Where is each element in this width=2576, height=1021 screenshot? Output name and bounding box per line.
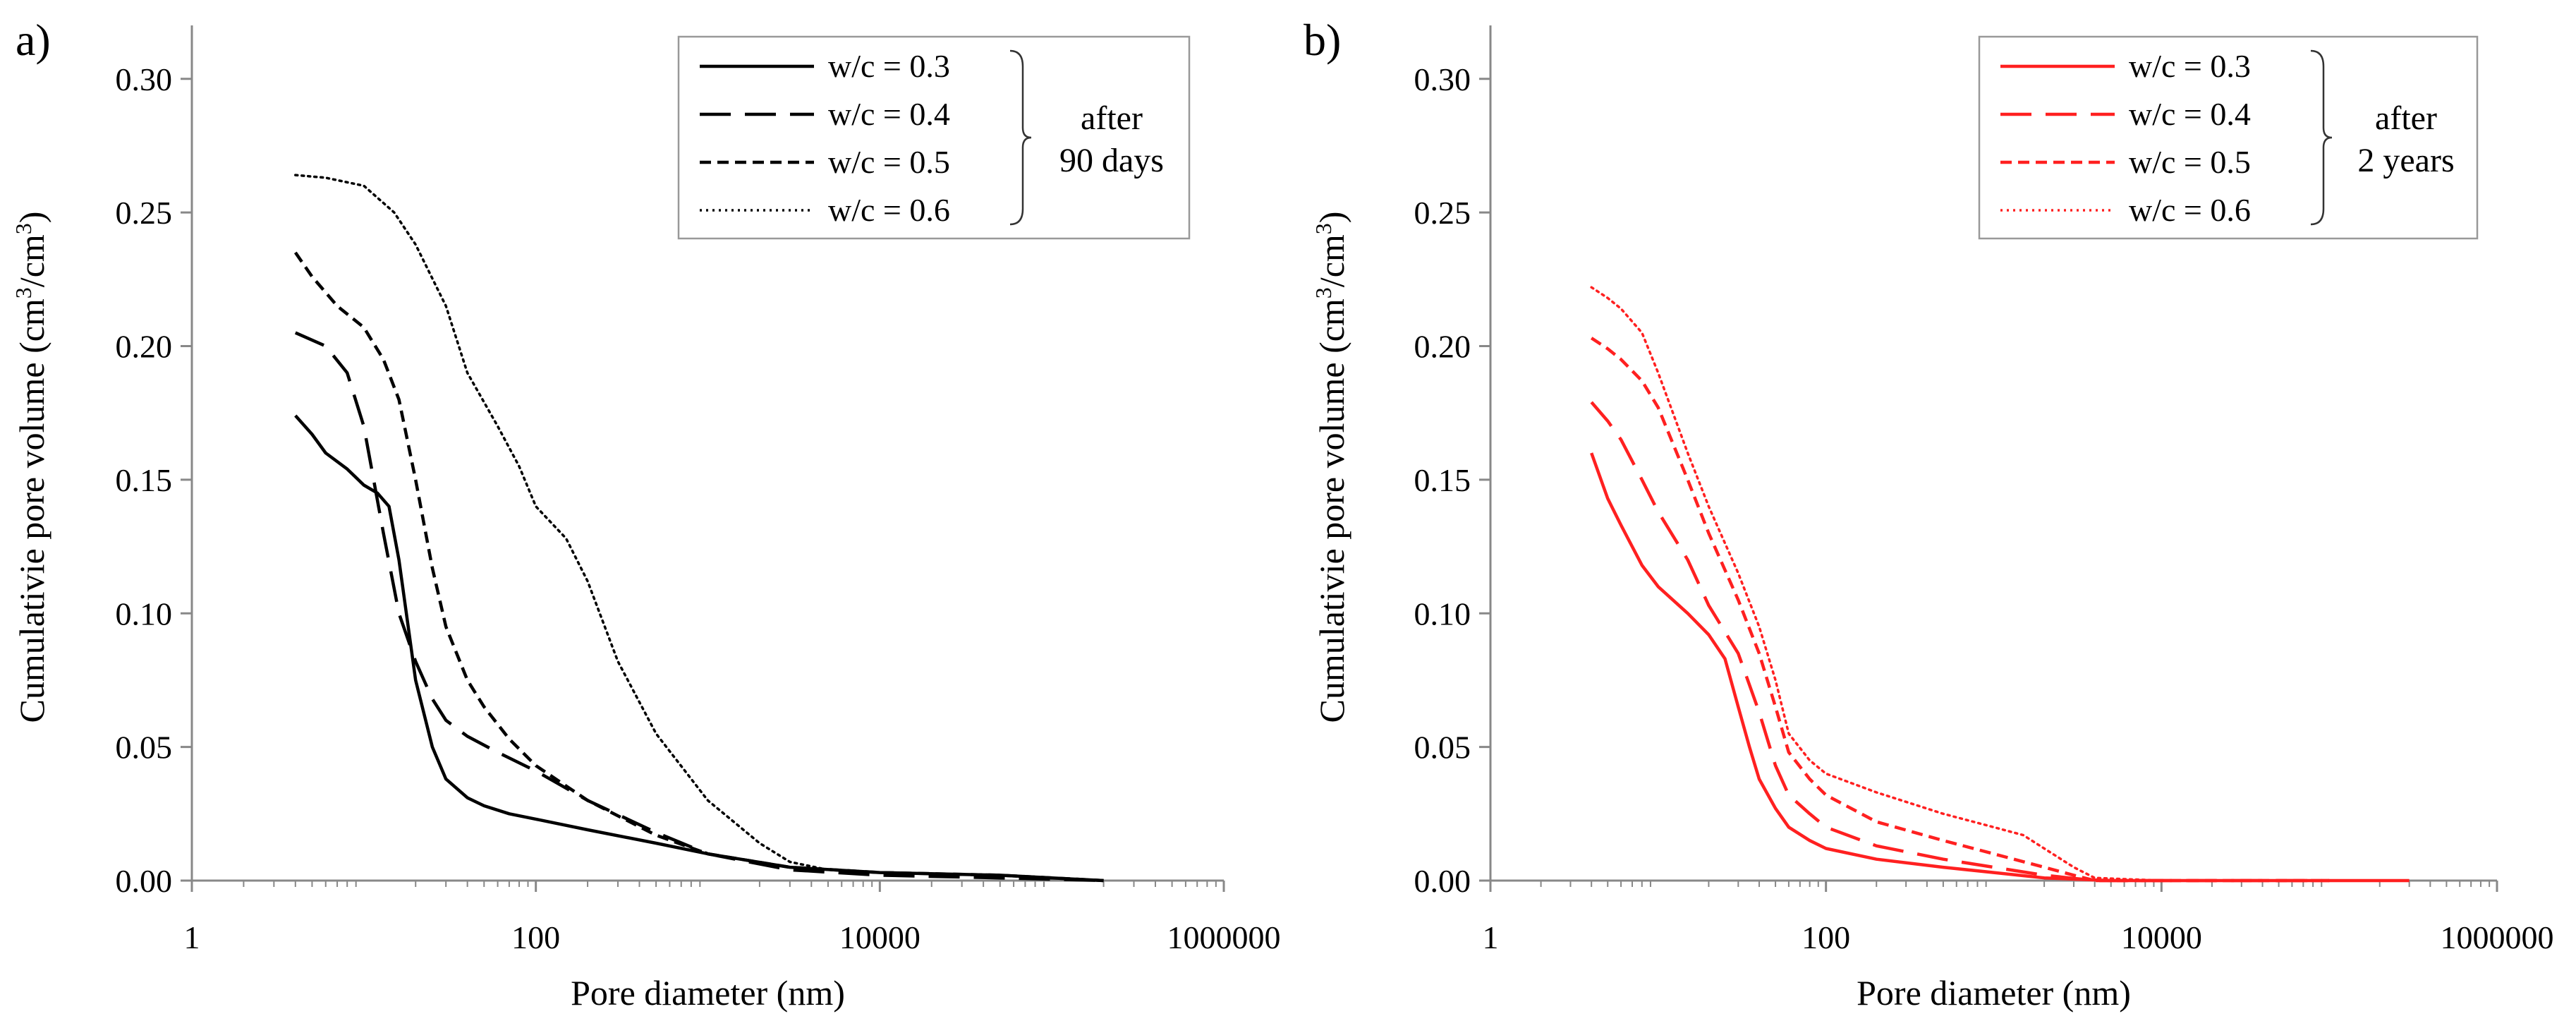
x-tick-label: 1000000 bbox=[1167, 919, 1281, 955]
series-line-3 bbox=[1590, 337, 2330, 883]
legend-label: w/c = 0.4 bbox=[2129, 96, 2251, 132]
legend-note-line: after bbox=[2375, 99, 2437, 137]
y-tick-label: 0.30 bbox=[116, 61, 173, 97]
y-tick-label: 0.10 bbox=[1414, 596, 1471, 632]
x-tick-label: 10000 bbox=[2121, 919, 2202, 955]
series-line-3 bbox=[293, 251, 1104, 883]
legend-brace bbox=[1009, 49, 1032, 226]
legend-label: w/c = 0.5 bbox=[2129, 144, 2251, 180]
panel-b: b) 0.00 0.05 0.10 0.15 0.20 0.25 0.30 1 100 10000 1… bbox=[1304, 15, 2554, 1013]
series-line-4 bbox=[294, 174, 1105, 882]
y-axis-label-part: /cm bbox=[1312, 234, 1351, 287]
x-tick-label: 1 bbox=[1483, 919, 1499, 955]
panel-label: b) bbox=[1304, 15, 1341, 65]
y-axis-label-part: ) bbox=[1312, 212, 1351, 224]
series-line-2 bbox=[1590, 401, 2330, 883]
legend-label: w/c = 0.6 bbox=[2129, 192, 2251, 228]
legend-note-line: 2 years bbox=[2357, 142, 2454, 179]
y-axis-label-superscript: 3 bbox=[1311, 223, 1336, 234]
y-tick-label: 0.30 bbox=[1414, 61, 1471, 97]
legend-note-line: after bbox=[1081, 99, 1143, 137]
legend-label: w/c = 0.5 bbox=[828, 144, 950, 180]
x-axis-label: Pore diameter (nm) bbox=[1857, 973, 2131, 1013]
x-tick-label: 100 bbox=[511, 919, 560, 955]
legend-brace bbox=[2310, 49, 2333, 226]
panel-a: a) 0.00 0.05 0.10 0.15 0.20 0.25 0.30 1 100 10000 1… bbox=[11, 15, 1281, 1013]
panel-label: a) bbox=[16, 15, 51, 65]
x-tick-label: 1000000 bbox=[2441, 919, 2554, 955]
legend-label: w/c = 0.3 bbox=[2129, 48, 2251, 84]
y-tick-label: 0.25 bbox=[1414, 195, 1471, 231]
y-tick-label: 0.10 bbox=[116, 596, 173, 632]
y-axis-label-part: /cm bbox=[12, 234, 51, 287]
y-tick-label: 0.00 bbox=[116, 863, 173, 899]
y-tick-label: 0.05 bbox=[116, 730, 173, 766]
y-tick-label: 0.00 bbox=[1414, 863, 1471, 899]
x-tick-label: 1 bbox=[184, 919, 200, 955]
y-tick-label: 0.20 bbox=[1414, 329, 1471, 365]
legend-note-line: 90 days bbox=[1059, 142, 1164, 179]
legend-box bbox=[677, 35, 1191, 240]
x-tick-label: 100 bbox=[1802, 919, 1850, 955]
y-axis-label: Cumulativie pore volume (cm3/cm3) bbox=[11, 212, 51, 723]
legend-label: w/c = 0.6 bbox=[828, 192, 950, 228]
y-tick-label: 0.20 bbox=[116, 329, 173, 365]
legend-box bbox=[1978, 35, 2479, 240]
y-axis-label: Cumulativie pore volume (cm3/cm3) bbox=[1311, 212, 1351, 723]
legend-label: w/c = 0.3 bbox=[828, 48, 950, 84]
y-tick-label: 0.15 bbox=[1414, 462, 1471, 498]
y-axis-label-part: ) bbox=[12, 212, 51, 224]
y-axis-label-part: Cumulativie pore volume (cm bbox=[12, 298, 51, 723]
y-tick-label: 0.25 bbox=[116, 195, 173, 231]
y-tick-label: 0.15 bbox=[116, 462, 173, 498]
x-axis-label: Pore diameter (nm) bbox=[571, 973, 845, 1013]
series-line-4 bbox=[1590, 286, 2331, 882]
y-axis-label-superscript: 3 bbox=[11, 287, 36, 298]
y-axis-label-part: Cumulativie pore volume (cm bbox=[1312, 298, 1351, 723]
legend-label: w/c = 0.4 bbox=[828, 96, 950, 132]
y-axis-label-superscript: 3 bbox=[11, 223, 36, 234]
y-axis-label-superscript: 3 bbox=[1311, 287, 1336, 298]
y-tick-label: 0.05 bbox=[1414, 730, 1471, 766]
series-line-2 bbox=[294, 331, 1104, 883]
x-tick-label: 10000 bbox=[839, 919, 921, 955]
